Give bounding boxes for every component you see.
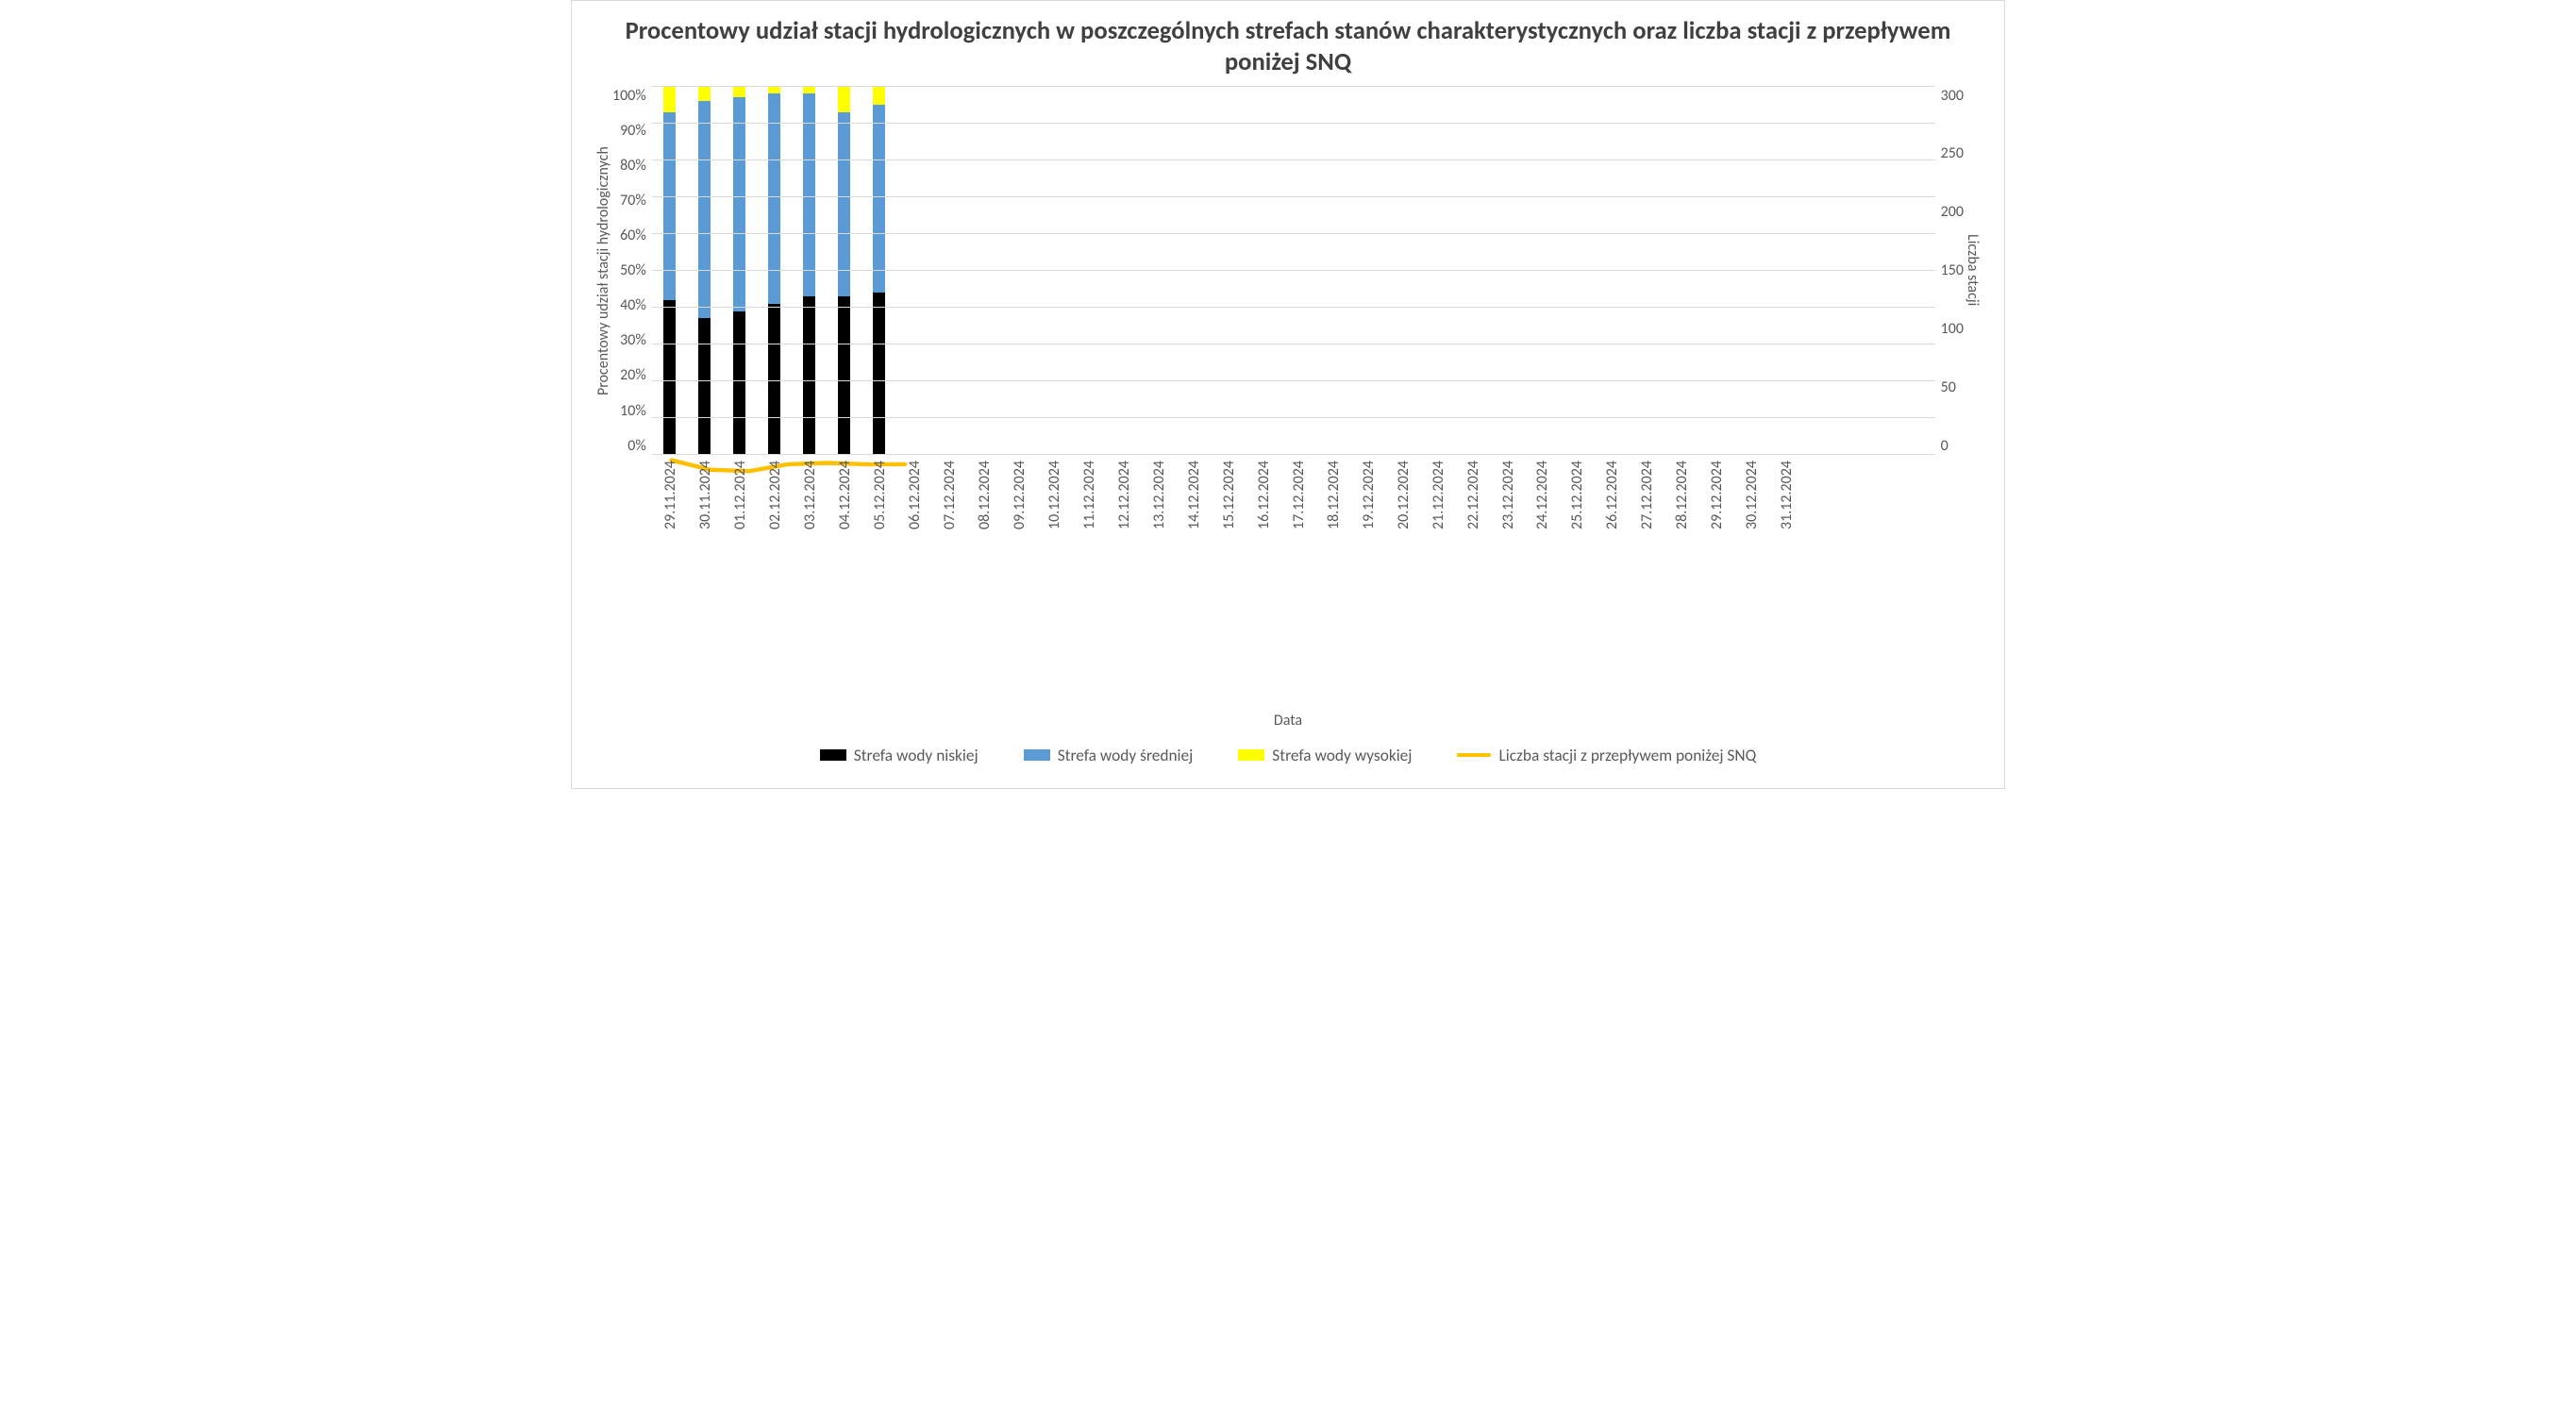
x-axis-title: Data bbox=[594, 712, 1982, 730]
x-tick-label: 26.12.2024 bbox=[1603, 461, 1621, 529]
x-tick-label: 20.12.2024 bbox=[1395, 461, 1413, 529]
x-tick-label: 03.12.2024 bbox=[801, 461, 819, 529]
legend-item-line: Liczba stacji z przepływem poniżej SNQ bbox=[1457, 745, 1756, 765]
y-left-axis-title: Procentowy udział stacji hydrologicznych bbox=[594, 87, 612, 455]
y-left-tick-label: 0% bbox=[612, 437, 646, 455]
y-left-tick-label: 100% bbox=[612, 87, 646, 105]
y-left-ticks: 0% 10% 20% 30% 40% 50% 60% 70% 80% 90% 100% bbox=[612, 87, 652, 455]
x-tick-label: 29.12.2024 bbox=[1708, 461, 1726, 529]
gridline bbox=[652, 123, 1935, 124]
legend-label: Strefa wody niskiej bbox=[854, 745, 979, 765]
x-tick-label: 01.12.2024 bbox=[731, 461, 749, 529]
x-tick-label: 24.12.2024 bbox=[1533, 461, 1551, 529]
x-tick-label: 25.12.2024 bbox=[1568, 461, 1586, 529]
x-tick-label: 02.12.2024 bbox=[766, 461, 784, 529]
x-tick-label: 04.12.2024 bbox=[836, 461, 854, 529]
x-tick-label: 08.12.2024 bbox=[976, 461, 994, 529]
chart-frame: Procentowy udział stacji hydrologicznych… bbox=[571, 0, 2005, 789]
gridline bbox=[652, 454, 1935, 455]
x-tick-label: 28.12.2024 bbox=[1673, 461, 1691, 529]
y-right-tick-label: 250 bbox=[1941, 144, 1964, 162]
plot-area bbox=[652, 87, 1935, 455]
gridline bbox=[652, 307, 1935, 308]
gridline bbox=[652, 233, 1935, 234]
y-left-tick-label: 20% bbox=[612, 366, 646, 384]
y-left-tick-label: 40% bbox=[612, 296, 646, 314]
x-tick-label: 31.12.2024 bbox=[1778, 461, 1796, 529]
y-right-ticks: 0 50 100 150 200 250 300 bbox=[1935, 87, 1964, 455]
y-right-tick-label: 50 bbox=[1941, 378, 1964, 396]
x-tick-label: 11.12.2024 bbox=[1080, 461, 1098, 529]
x-tick-label: 22.12.2024 bbox=[1464, 461, 1482, 529]
legend-item-niskiej: Strefa wody niskiej bbox=[820, 745, 979, 765]
gridline bbox=[652, 417, 1935, 418]
legend-swatch bbox=[820, 749, 846, 761]
gridline bbox=[652, 159, 1935, 160]
gridline bbox=[652, 86, 1935, 87]
legend-swatch-line bbox=[1457, 753, 1491, 757]
x-tick-label: 19.12.2024 bbox=[1360, 461, 1378, 529]
legend-item-sredniej: Strefa wody średniej bbox=[1024, 745, 1194, 765]
line-layer bbox=[652, 87, 1935, 497]
x-tick-label: 09.12.2024 bbox=[1011, 461, 1029, 529]
x-tick-label: 10.12.2024 bbox=[1045, 461, 1063, 529]
legend-label: Strefa wody średniej bbox=[1058, 745, 1194, 765]
plot-row: Procentowy udział stacji hydrologicznych… bbox=[594, 87, 1982, 455]
x-tick-label: 23.12.2024 bbox=[1499, 461, 1517, 529]
x-tick-label: 14.12.2024 bbox=[1185, 461, 1203, 529]
y-right-tick-label: 150 bbox=[1941, 261, 1964, 279]
y-left-tick-label: 60% bbox=[612, 227, 646, 244]
legend-label: Strefa wody wysokiej bbox=[1272, 745, 1412, 765]
y-right-axis-title: Liczba stacji bbox=[1964, 87, 1982, 455]
x-tick-label: 18.12.2024 bbox=[1325, 461, 1343, 529]
y-right-tick-label: 0 bbox=[1941, 437, 1964, 455]
chart-title: Procentowy udział stacji hydrologicznych… bbox=[594, 16, 1982, 79]
y-left-tick-label: 10% bbox=[612, 402, 646, 420]
x-tick-label: 17.12.2024 bbox=[1290, 461, 1308, 529]
legend-label: Liczba stacji z przepływem poniżej SNQ bbox=[1498, 745, 1756, 765]
x-tick-label: 13.12.2024 bbox=[1150, 461, 1168, 529]
x-tick-label: 07.12.2024 bbox=[941, 461, 959, 529]
y-left-tick-label: 80% bbox=[612, 157, 646, 175]
y-left-tick-label: 70% bbox=[612, 192, 646, 210]
x-tick-label: 29.11.2024 bbox=[661, 461, 679, 529]
xticks-row: Procentowy udział stacji hydrologicznych… bbox=[594, 455, 1982, 704]
y-left-tick-label: 90% bbox=[612, 122, 646, 140]
y-left-tick-label: 30% bbox=[612, 331, 646, 349]
y-right-tick-label: 300 bbox=[1941, 87, 1964, 105]
y-left-tick-label: 50% bbox=[612, 261, 646, 279]
gridline bbox=[652, 196, 1935, 197]
legend-item-wysokiej: Strefa wody wysokiej bbox=[1238, 745, 1412, 765]
x-tick-label: 06.12.2024 bbox=[906, 461, 924, 529]
x-tick-label: 27.12.2024 bbox=[1638, 461, 1656, 529]
x-ticks: 29.11.2024 30.11.2024 01.12.2024 02.12.2024… bbox=[652, 461, 1803, 546]
x-tick-label: 05.12.2024 bbox=[871, 461, 889, 529]
legend-swatch bbox=[1024, 749, 1050, 761]
y-right-tick-label: 100 bbox=[1941, 320, 1964, 338]
x-tick-label: 21.12.2024 bbox=[1430, 461, 1447, 529]
x-tick-label: 15.12.2024 bbox=[1220, 461, 1238, 529]
gridline bbox=[652, 270, 1935, 271]
y-right-tick-label: 200 bbox=[1941, 203, 1964, 221]
x-tick-label: 30.12.2024 bbox=[1743, 461, 1761, 529]
legend-swatch bbox=[1238, 749, 1264, 761]
gridline bbox=[652, 380, 1935, 381]
legend: Strefa wody niskiej Strefa wody średniej S… bbox=[594, 745, 1982, 765]
x-tick-label: 12.12.2024 bbox=[1115, 461, 1133, 529]
x-tick-label: 30.11.2024 bbox=[696, 461, 714, 529]
x-tick-label: 16.12.2024 bbox=[1255, 461, 1273, 529]
